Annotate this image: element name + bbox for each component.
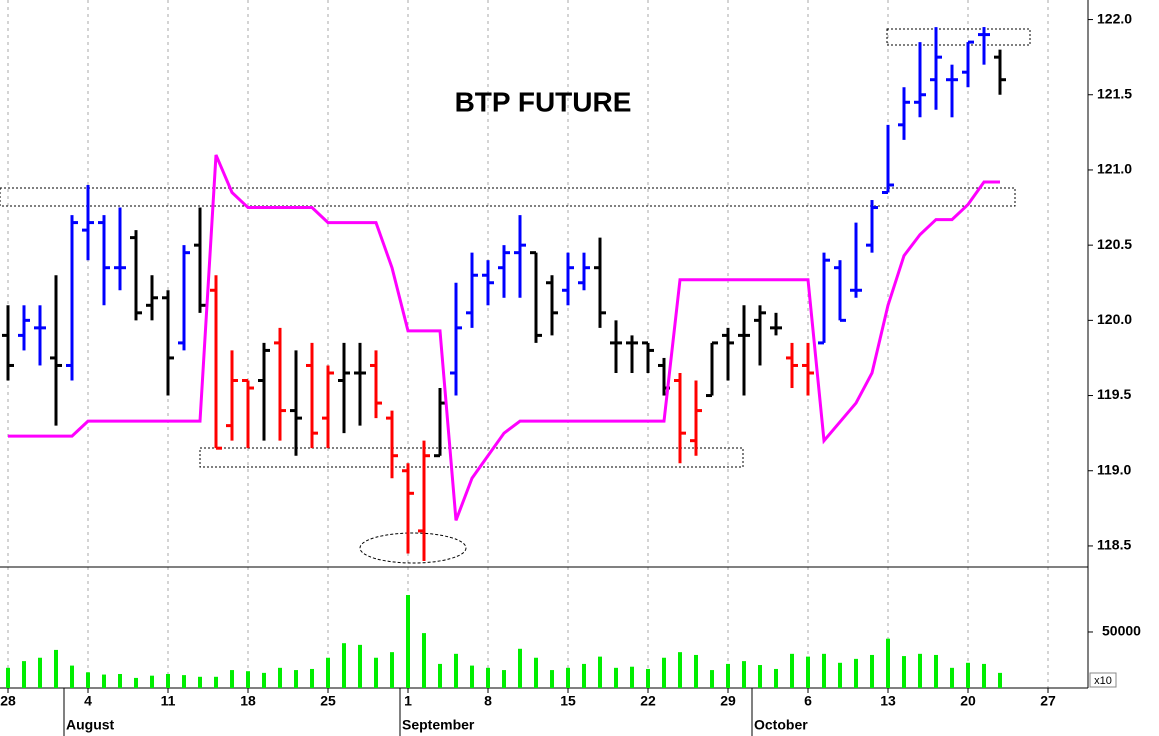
volume-bar <box>438 663 442 688</box>
volume-bar <box>38 657 42 688</box>
volume-bar <box>726 663 730 688</box>
volume-bar <box>422 633 426 688</box>
volume-bar <box>934 654 938 688</box>
volume-bar <box>630 666 634 688</box>
volume-bar <box>966 662 970 688</box>
volume-bar <box>390 652 394 688</box>
volume-bar <box>6 667 10 688</box>
volume-bar <box>774 668 778 688</box>
volume-bar <box>406 595 410 688</box>
x-tick-label: 25 <box>320 693 336 709</box>
volume-bar <box>998 672 1002 688</box>
volume-bar <box>342 643 346 688</box>
x-tick-label: 8 <box>484 693 492 709</box>
volume-bar <box>262 672 266 688</box>
volume-bar <box>118 673 122 688</box>
volume-bar <box>822 653 826 688</box>
volume-bar <box>646 668 650 688</box>
x-tick-label: 6 <box>804 693 812 709</box>
volume-bar <box>166 673 170 688</box>
y-tick-label: 122.0 <box>1097 10 1132 26</box>
month-label: September <box>402 717 475 733</box>
volume-bar <box>182 675 186 688</box>
volume-bar <box>854 658 858 688</box>
volume-bar <box>742 661 746 688</box>
volume-bar <box>790 653 794 688</box>
x-tick-label: 27 <box>1040 693 1056 709</box>
chart-title: BTP FUTURE <box>455 86 632 117</box>
volume-bar <box>582 663 586 688</box>
volume-bar <box>102 674 106 688</box>
stop-line <box>8 154 1000 521</box>
top-box <box>886 28 1031 46</box>
x-tick-label: 18 <box>240 693 256 709</box>
y-tick-label: 119.0 <box>1097 461 1131 477</box>
y-tick-label: 118.5 <box>1097 537 1131 553</box>
volume-bar <box>534 657 538 688</box>
x-tick-label: 1 <box>404 693 412 709</box>
low-ellipse <box>359 532 467 564</box>
volume-bar <box>230 670 234 688</box>
volume-bar <box>278 667 282 688</box>
volume-bar <box>806 656 810 688</box>
volume-bar <box>902 656 906 688</box>
volume-bar <box>694 654 698 688</box>
volume-bar <box>950 667 954 688</box>
y-tick-label: 50000 <box>1102 623 1141 639</box>
volume-bar <box>454 653 458 688</box>
x-tick-label: 13 <box>880 693 896 709</box>
volume-bar <box>294 670 298 688</box>
volume-bar <box>22 661 26 688</box>
volume-bar <box>710 670 714 688</box>
volume-bar <box>614 667 618 688</box>
volume-bar <box>662 657 666 688</box>
x-tick-label: 4 <box>84 693 92 709</box>
resistance-box <box>0 187 1016 207</box>
volume-bar <box>470 665 474 688</box>
volume-bar <box>150 675 154 688</box>
volume-bar <box>70 665 74 688</box>
volume-bar <box>134 677 138 688</box>
x-tick-label: 20 <box>960 693 976 709</box>
y-tick-label: 121.5 <box>1097 85 1132 101</box>
volume-bar <box>982 663 986 688</box>
volume-bar <box>566 667 570 688</box>
x-tick-label: 29 <box>720 693 736 709</box>
volume-bar <box>358 644 362 688</box>
volume-bar <box>246 671 250 688</box>
volume-bar <box>678 652 682 688</box>
volume-bar <box>310 668 314 688</box>
volume-bar <box>886 638 890 688</box>
volume-bar <box>838 662 842 688</box>
y-tick-label: 120.0 <box>1097 311 1132 327</box>
volume-bar <box>86 672 90 688</box>
month-label: October <box>754 717 808 733</box>
x-tick-label: 15 <box>560 693 576 709</box>
volume-bar <box>54 649 58 688</box>
support-box <box>199 447 744 468</box>
volume-bar <box>214 676 218 688</box>
month-label: August <box>66 717 115 733</box>
x-tick-label: 28 <box>0 693 16 709</box>
x-tick-label: 22 <box>640 693 656 709</box>
volume-bar <box>598 656 602 688</box>
x-tick-label: 11 <box>161 693 176 709</box>
y-tick-label: 120.5 <box>1097 236 1132 252</box>
scale-note: x10 <box>1094 675 1112 687</box>
volume-bar <box>550 670 554 688</box>
volume-bar <box>918 653 922 688</box>
y-tick-label: 119.5 <box>1097 386 1131 402</box>
volume-bar <box>486 667 490 688</box>
volume-bar <box>758 665 762 688</box>
volume-bar <box>374 657 378 688</box>
volume-bar <box>502 670 506 688</box>
volume-bar <box>518 648 522 688</box>
y-tick-label: 121.0 <box>1097 161 1132 177</box>
scale-note-box <box>1089 672 1117 688</box>
volume-bar <box>870 654 874 688</box>
volume-bar <box>198 676 202 688</box>
volume-bar <box>326 657 330 688</box>
